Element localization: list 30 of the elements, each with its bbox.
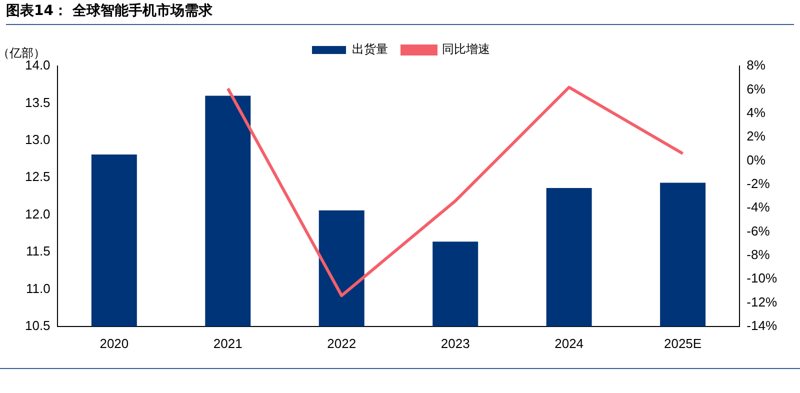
x-tick-label: 2021 xyxy=(213,336,242,351)
y-tick-label: 13.5 xyxy=(24,94,50,110)
y2-tick-label: 6% xyxy=(746,81,766,96)
y-tick-label: 13.0 xyxy=(24,132,50,147)
y2-tick-label: -8% xyxy=(746,246,770,262)
chart-title: 图表14： 全球智能手机市场需求 xyxy=(6,2,794,25)
x-tick-label: 2022 xyxy=(327,336,356,351)
y-tick-label: 12.0 xyxy=(24,206,50,222)
y-tick-label: 11.5 xyxy=(26,244,50,259)
y-tick-label: 12.5 xyxy=(24,169,50,184)
x-tick-label: 2025E xyxy=(664,336,702,351)
y-tick-label: 11.0 xyxy=(26,280,50,296)
y2-tick-label: -14% xyxy=(746,318,778,333)
y-axis-title: （亿部） xyxy=(0,46,46,60)
legend-label: 出货量 xyxy=(352,42,388,56)
y-tick-label: 10.5 xyxy=(24,318,50,333)
y2-tick-label: 0% xyxy=(746,152,766,168)
y2-tick-label: -2% xyxy=(746,176,770,191)
y2-tick-label: 4% xyxy=(746,104,766,120)
legend-label: 同比增速 xyxy=(442,42,490,56)
y2-tick-label: 8% xyxy=(746,58,766,73)
y2-tick-label: -12% xyxy=(746,294,778,310)
y2-tick-label: -4% xyxy=(746,200,770,215)
x-tick-label: 2023 xyxy=(440,336,470,351)
y2-tick-label: 2% xyxy=(746,128,766,144)
y-tick-label: 14.0 xyxy=(24,58,50,73)
x-tick-label: 2020 xyxy=(100,336,129,351)
y2-tick-label: -6% xyxy=(746,223,770,238)
y2-tick-label: -10% xyxy=(746,270,778,286)
x-tick-label: 2024 xyxy=(554,336,584,351)
